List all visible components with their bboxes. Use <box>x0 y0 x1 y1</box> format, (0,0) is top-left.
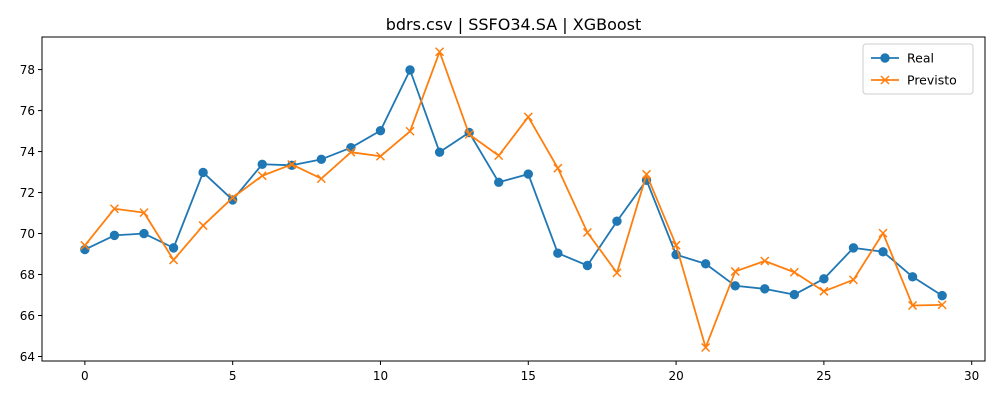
data-point-0 <box>553 248 563 258</box>
y-tick-label: 70 <box>20 227 35 241</box>
data-point-1 <box>789 267 799 277</box>
x-tick-label: 10 <box>373 369 388 383</box>
data-point-1 <box>641 169 652 179</box>
data-point-1 <box>375 151 386 161</box>
data-point-1 <box>553 163 563 173</box>
data-point-1 <box>730 266 740 276</box>
data-point-0 <box>494 177 504 187</box>
plot-area: 0 5 10 15 20 25 30 64 66 68 70 72 74 76 78 <box>20 47 979 383</box>
x-tick-label: 25 <box>816 369 831 383</box>
data-point-1 <box>405 126 415 136</box>
legend-box <box>862 43 974 95</box>
data-point-1 <box>937 300 947 310</box>
axes-frame <box>41 36 986 362</box>
data-point-0 <box>878 247 888 257</box>
legend: Real Previsto <box>862 43 974 95</box>
data-point-0 <box>789 289 800 300</box>
data-point-0 <box>523 169 533 179</box>
legend-label: Real <box>907 51 934 66</box>
data-point-0 <box>109 230 120 241</box>
y-tick-label: 64 <box>20 350 35 364</box>
data-point-0 <box>848 243 859 253</box>
legend-label: Previsto <box>907 73 957 88</box>
data-point-0 <box>168 243 179 253</box>
data-point-0 <box>375 125 386 136</box>
y-tick-label: 76 <box>20 104 35 118</box>
data-point-1 <box>878 228 888 238</box>
x-tick-label: 5 <box>229 369 237 383</box>
data-point-1 <box>612 268 622 278</box>
data-point-1 <box>228 193 238 203</box>
x-tick-label: 0 <box>81 369 89 383</box>
series-line-1 <box>84 50 943 349</box>
data-point-0 <box>346 142 356 153</box>
y-tick-label: 66 <box>20 309 35 323</box>
y-tick-label: 74 <box>20 145 35 159</box>
data-point-0 <box>139 228 149 239</box>
y-tick-label: 78 <box>20 63 35 77</box>
data-point-1 <box>169 255 179 265</box>
data-point-0 <box>760 284 770 294</box>
y-tick-label: 68 <box>20 268 35 282</box>
data-point-0 <box>612 216 622 226</box>
data-point-0 <box>819 274 829 284</box>
data-point-1 <box>671 240 681 250</box>
data-point-1 <box>287 159 297 169</box>
data-point-1 <box>109 204 119 214</box>
data-point-0 <box>434 147 445 157</box>
data-point-1 <box>346 147 356 157</box>
x-tick-label: 15 <box>521 369 536 383</box>
data-point-1 <box>257 171 267 181</box>
data-point-1 <box>139 208 149 218</box>
data-point-0 <box>198 167 208 178</box>
x-tick-label: 20 <box>668 369 683 383</box>
y-tick-label: 72 <box>20 186 35 200</box>
data-point-0 <box>937 290 947 301</box>
data-point-1 <box>819 286 829 296</box>
legend-marker <box>880 75 890 85</box>
data-point-1 <box>701 342 711 353</box>
data-point-0 <box>316 154 327 165</box>
data-point-1 <box>198 221 208 231</box>
data-point-0 <box>227 195 238 205</box>
data-point-1 <box>848 275 858 285</box>
data-point-1 <box>908 300 918 310</box>
data-point-0 <box>405 65 415 75</box>
legend-marker <box>880 53 890 63</box>
data-point-0 <box>730 281 740 291</box>
data-point-0 <box>582 260 593 271</box>
data-point-1 <box>523 112 533 122</box>
data-point-1 <box>494 151 504 161</box>
data-point-1 <box>316 174 326 184</box>
data-point-0 <box>907 272 918 282</box>
data-point-1 <box>464 129 474 139</box>
series-line-0 <box>84 69 943 297</box>
data-point-1 <box>435 47 445 57</box>
chart-title: bdrs.csv | SSFO34.SA | XGBoost <box>386 15 642 34</box>
data-point-1 <box>760 256 770 266</box>
data-point-0 <box>700 259 711 269</box>
x-tick-label: 30 <box>964 369 979 383</box>
data-point-1 <box>80 240 90 250</box>
data-point-0 <box>257 159 267 169</box>
data-point-0 <box>80 244 90 255</box>
data-point-1 <box>582 227 592 238</box>
